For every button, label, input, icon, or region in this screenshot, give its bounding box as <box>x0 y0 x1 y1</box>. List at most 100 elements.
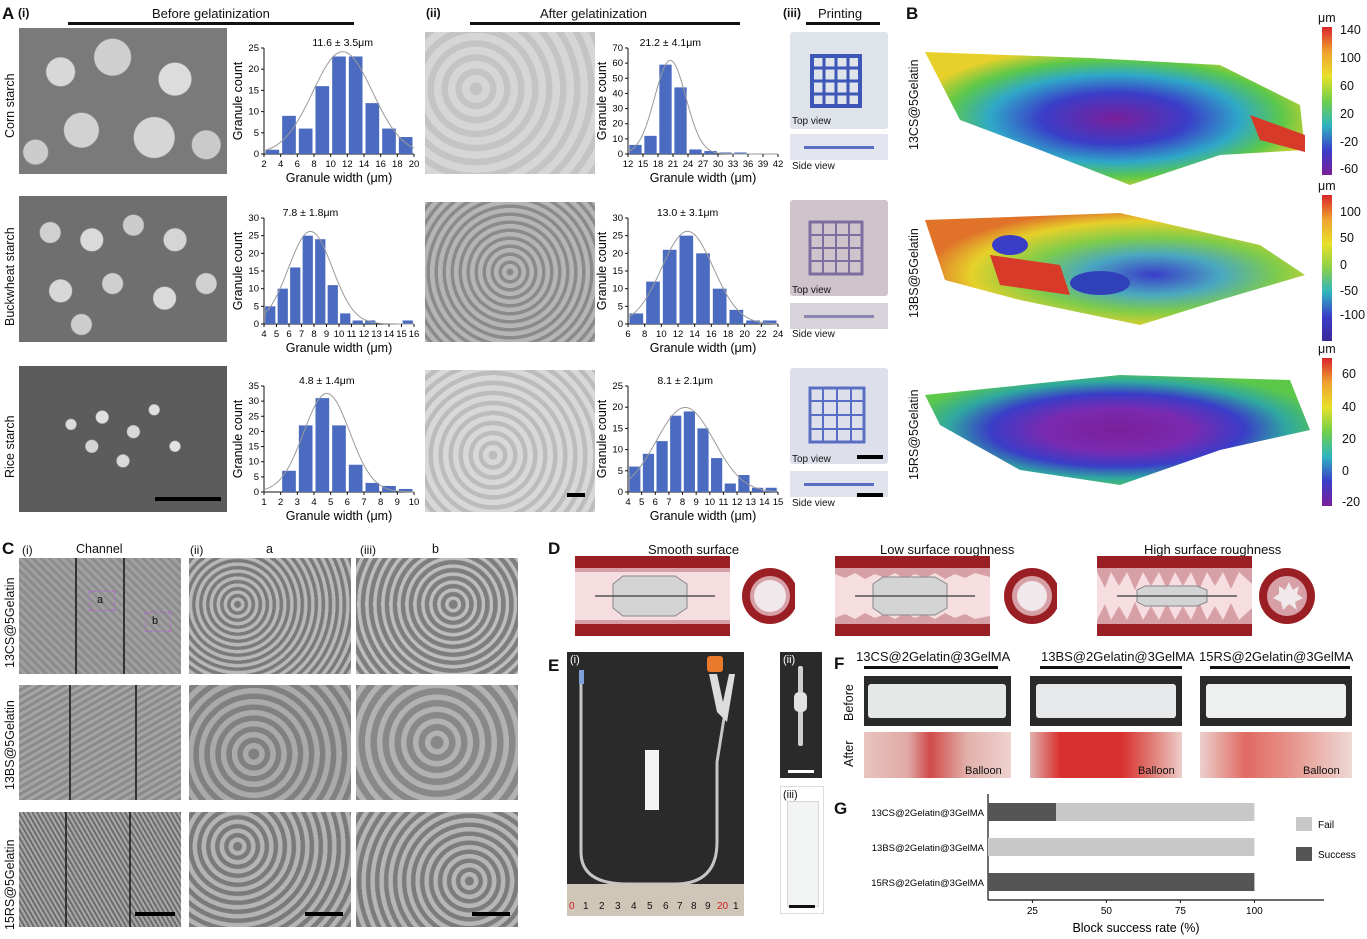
g-bar-success <box>988 803 1057 821</box>
x-tick-label: 12 <box>359 329 370 340</box>
x-tick-label: 42 <box>773 159 784 170</box>
panel-c-sub-i: (i) <box>22 543 33 557</box>
printing-header: Printing <box>818 6 863 21</box>
x-tick-label: 8 <box>680 497 685 508</box>
histogram-bar <box>282 470 296 492</box>
x-tick-label: 4 <box>311 497 316 508</box>
balloon-label-13bs: Balloon <box>1138 765 1175 777</box>
printing-buckwheat-side <box>790 303 888 329</box>
histogram-bar <box>365 103 380 154</box>
sem-buckwheat-after <box>425 202 595 342</box>
histogram-bar <box>277 288 288 324</box>
y-tick-label: 20 <box>248 64 259 75</box>
panel-c-sub-iii: (iii) <box>360 543 376 557</box>
g-legend-label-success: Success <box>1318 850 1356 861</box>
panel-label-f: F <box>834 654 845 673</box>
g-x-tick-label: 100 <box>1246 906 1263 917</box>
colorbar-13cs-tick-5: -60 <box>1340 162 1359 176</box>
histogram-bar <box>659 64 672 154</box>
g-category-label: 13BS@2Gelatin@3GelMA <box>872 843 985 854</box>
balloon-label-13cs: Balloon <box>965 765 1002 777</box>
y-tick-label: 25 <box>248 43 259 54</box>
g-x-tick-label: 50 <box>1101 906 1113 917</box>
histogram-bar <box>712 288 727 324</box>
before-gelatinization-header: Before gelatinization <box>152 6 270 21</box>
histogram-bar <box>689 149 702 154</box>
before-header-line <box>68 22 354 25</box>
f-after-15rs <box>1200 732 1352 778</box>
col-label-b: b <box>432 542 439 556</box>
mean-annotation: 8.1 ± 2.1μm <box>657 375 713 387</box>
sem-channel-15rs <box>19 812 181 927</box>
printing-corn-side <box>790 134 888 160</box>
y-tick-label: 10 <box>612 284 623 295</box>
row-label-corn-starch: Corn starch <box>3 73 17 138</box>
f-after-13cs <box>864 732 1011 778</box>
gaussian-fit-curve <box>627 59 778 155</box>
x-tick-label: 22 <box>756 329 767 340</box>
b-row-label-13bs: 13BS@5Gelatin <box>907 228 921 318</box>
block-success-chart: 13CS@2Gelatin@3GelMA 13BS@2Gelatin@3GelMA… <box>871 794 1356 935</box>
y-tick-label: 15 <box>248 442 259 453</box>
unit-label-2: μm <box>1318 179 1336 193</box>
colorbar-13bs <box>1322 195 1332 341</box>
x-tick-label: 39 <box>758 159 769 170</box>
y-tick-label: 40 <box>612 88 623 99</box>
sem-channel-13cs <box>19 558 181 674</box>
b-row-label-13cs: 13CS@5Gelatin <box>907 59 921 150</box>
panel-e-sub-iii: (iii) <box>783 789 798 801</box>
colorbar-15rs <box>1322 358 1332 506</box>
x-tick-label: 30 <box>713 159 724 170</box>
histogram-bar <box>629 313 644 324</box>
y-tick-label: 50 <box>612 73 623 84</box>
histogram-bar <box>340 313 351 324</box>
x-tick-label: 7 <box>299 329 304 340</box>
y-tick-label: 5 <box>254 301 259 312</box>
x-tick-label: 6 <box>625 329 630 340</box>
colorbar-13cs-tick-2: 60 <box>1340 79 1354 93</box>
gaussian-fit-curve <box>263 51 415 152</box>
histogram-bar <box>734 152 747 154</box>
row-label-buckwheat-starch: Buckwheat starch <box>3 227 17 326</box>
y-tick-label: 20 <box>248 426 259 437</box>
panel-c-sub-ii: (ii) <box>190 543 204 557</box>
x-tick-label: 8 <box>311 329 316 340</box>
colorbar-15rs-tick-1: 40 <box>1342 400 1356 414</box>
x-axis-label: Granule width (μm) <box>286 341 393 355</box>
sem-corn-before <box>19 28 227 174</box>
x-tick-label: 24 <box>683 159 694 170</box>
c-row-label-13cs: 13CS@5Gelatin <box>3 577 17 668</box>
y-tick-label: 10 <box>612 445 623 456</box>
histogram-bar <box>348 464 363 492</box>
x-tick-label: 2 <box>261 159 266 170</box>
g-x-axis-label: Block success rate (%) <box>1072 921 1199 935</box>
panel-label-g: G <box>834 799 848 818</box>
g-bar-fail <box>1056 803 1255 821</box>
printed-grid-corn <box>810 54 862 108</box>
panel-label-c: C <box>2 539 15 558</box>
y-tick-label: 15 <box>612 266 623 277</box>
x-tick-label: 4 <box>278 159 283 170</box>
panel-label-b: B <box>906 4 919 23</box>
panel-e-sub-ii: (ii) <box>783 654 796 666</box>
x-tick-label: 16 <box>409 329 420 340</box>
y-tick-label: 60 <box>612 58 623 69</box>
x-tick-label: 3 <box>295 497 300 508</box>
top-view-label-buckwheat: Top view <box>792 285 831 296</box>
histogram-bar <box>697 428 709 492</box>
histogram-bar <box>365 482 380 492</box>
histogram-bar <box>265 306 276 324</box>
histogram-bar <box>662 249 677 324</box>
f-title-15rs: 15RS@2Gelatin@3GelMA <box>1199 649 1354 664</box>
colorbar-15rs-tick-0: 60 <box>1342 367 1356 381</box>
x-tick-label: 7 <box>361 497 366 508</box>
sem-region-b-13bs <box>356 685 518 800</box>
colorbar-13bs-tick-0: 100 <box>1340 205 1361 219</box>
sem-region-b-13cs <box>356 558 518 674</box>
f-row-before: Before <box>842 684 856 721</box>
x-tick-label: 33 <box>728 159 739 170</box>
d-title-smooth: Smooth surface <box>648 542 740 557</box>
x-tick-label: 14 <box>759 497 770 508</box>
y-tick-label: 20 <box>612 119 623 130</box>
ruler-label-5: 5 <box>647 901 653 912</box>
